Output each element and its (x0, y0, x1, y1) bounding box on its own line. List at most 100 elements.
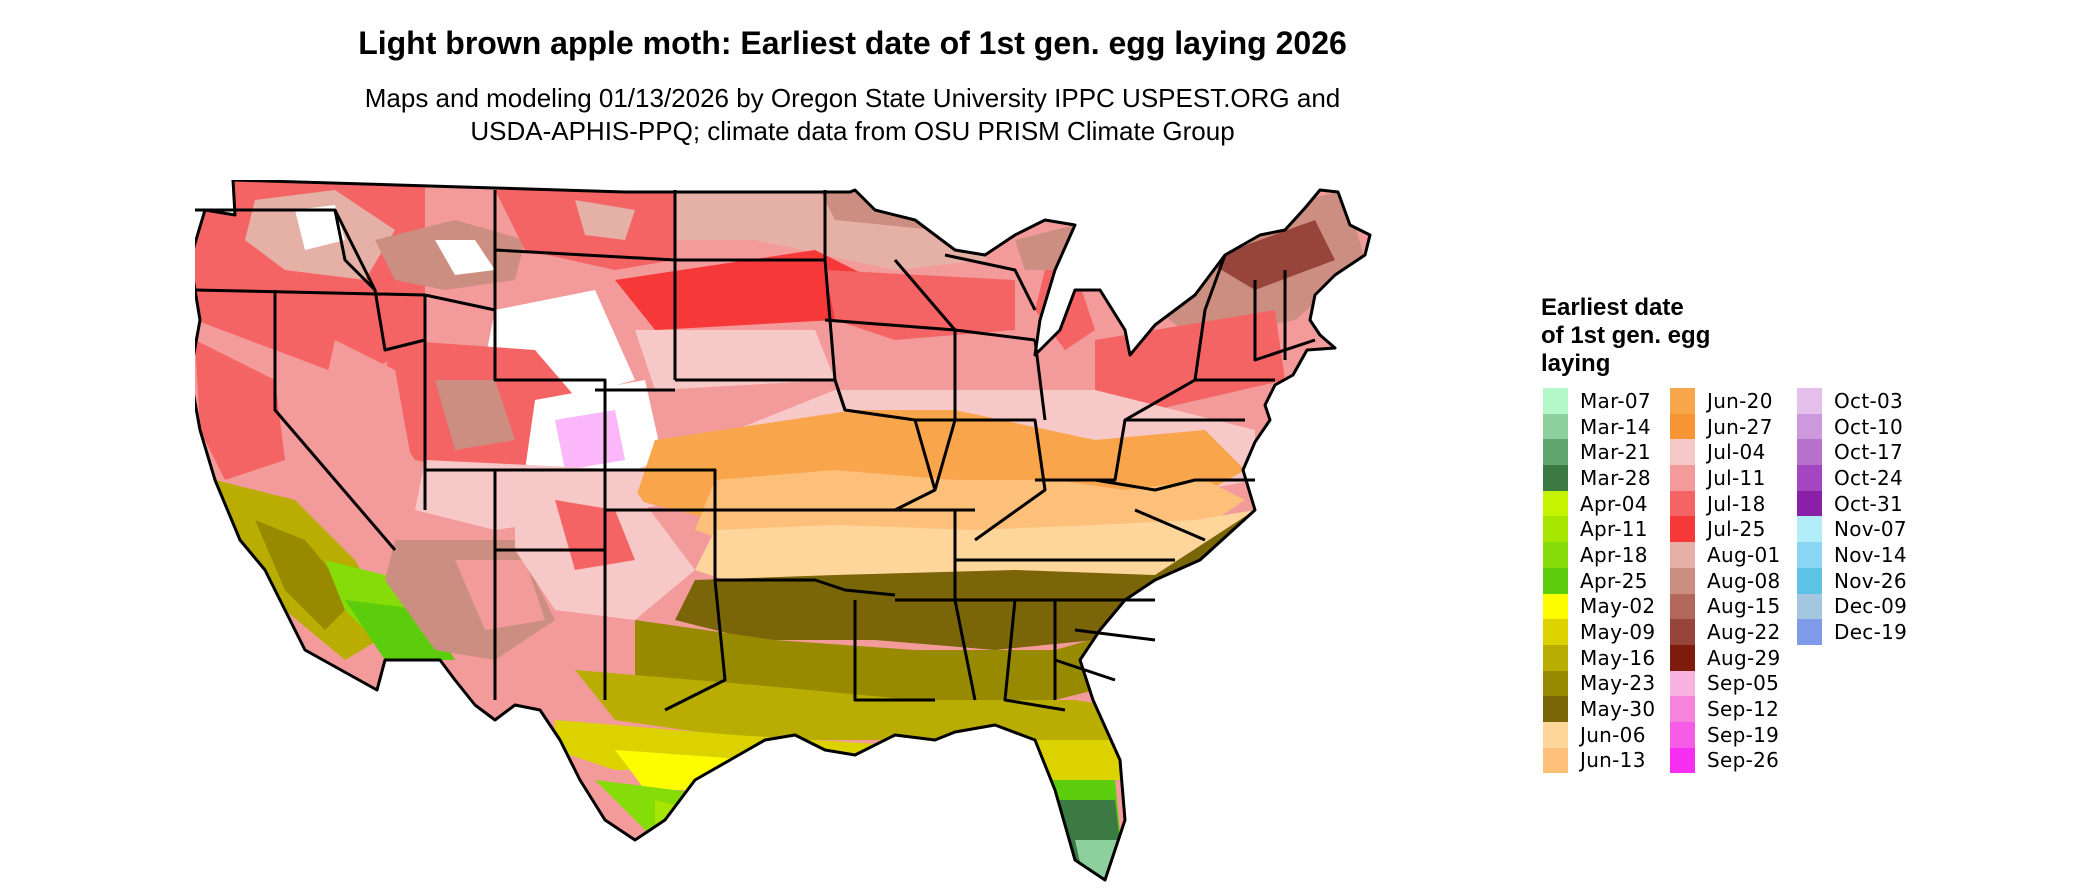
legend-item: Jun-27 (1670, 413, 1781, 440)
legend-item: May-02 (1543, 593, 1656, 620)
legend-swatch (1670, 747, 1695, 774)
legend-label: Apr-18 (1580, 542, 1648, 567)
legend-swatch (1670, 542, 1695, 568)
legend-label: Aug-08 (1707, 568, 1781, 593)
legend-column: Oct-03 Oct-10 Oct-17 Oct-24 Oct-31 Nov-07 Nov-… (1797, 388, 1907, 645)
legend-swatch (1543, 542, 1568, 568)
legend-item: Jul-18 (1670, 490, 1781, 517)
legend-swatch (1670, 593, 1695, 620)
legend-label: Mar-07 (1580, 388, 1651, 413)
subtitle-line-2: USDA-APHIS-PPQ; climate data from OSU PR… (470, 116, 1235, 146)
legend-swatch (1797, 439, 1822, 466)
legend-swatch (1670, 567, 1695, 594)
legend-item: Aug-08 (1670, 567, 1781, 594)
legend-label: Dec-19 (1834, 620, 1908, 645)
legend-label: Aug-22 (1707, 620, 1781, 645)
legend-swatch (1797, 465, 1822, 491)
legend-item: May-30 (1543, 696, 1655, 722)
legend-label: Apr-11 (1580, 517, 1648, 542)
legend-label: May-23 (1580, 671, 1656, 696)
legend-item: Jun-13 (1543, 747, 1655, 774)
legend-swatch (1543, 388, 1568, 414)
legend-item: Aug-15 (1670, 593, 1781, 620)
legend-swatch (1543, 567, 1568, 594)
legend-title-line-3: laying (1541, 350, 1611, 377)
legend-item: Aug-22 (1670, 619, 1781, 645)
legend-swatch (1543, 696, 1568, 722)
legend-label: Aug-15 (1707, 594, 1781, 619)
legend-item: Mar-14 (1543, 413, 1655, 440)
legend-label: Apr-25 (1580, 568, 1648, 593)
legend-swatch (1670, 439, 1695, 466)
legend-swatch (1543, 644, 1568, 671)
legend-label: Oct-17 (1834, 440, 1904, 465)
legend-item: Nov-14 (1797, 542, 1907, 568)
legend-swatch (1670, 388, 1695, 414)
legend-item: Oct-03 (1797, 388, 1907, 414)
legend-swatch (1670, 696, 1695, 722)
legend-item: Apr-04 (1543, 490, 1655, 517)
legend-item: Dec-09 (1797, 593, 1908, 620)
legend-label: Nov-07 (1834, 517, 1907, 542)
legend-swatch (1543, 490, 1568, 517)
legend-label: Jun-06 (1580, 722, 1646, 747)
legend-label: Sep-26 (1707, 748, 1780, 773)
legend-title-line-1: Earliest date (1541, 294, 1684, 321)
legend-item: Mar-21 (1543, 439, 1655, 466)
legend-label: Jun-20 (1707, 388, 1773, 413)
legend-swatch (1797, 542, 1822, 568)
legend-item: Dec-19 (1797, 619, 1907, 645)
legend-label: Jul-04 (1707, 440, 1766, 465)
subtitle-line-1: Maps and modeling 01/13/2026 by Oregon S… (364, 83, 1341, 113)
legend-label: Jul-18 (1707, 491, 1766, 516)
legend-swatch (1543, 670, 1568, 697)
legend-item: Aug-29 (1670, 644, 1781, 671)
legend-swatch (1670, 644, 1695, 671)
legend-item: Apr-25 (1543, 567, 1655, 594)
legend-item: May-09 (1543, 619, 1655, 645)
legend-label: Oct-03 (1834, 388, 1904, 413)
legend-label: Nov-26 (1834, 568, 1907, 593)
legend-swatch (1797, 490, 1822, 517)
legend-label: Jun-13 (1580, 748, 1646, 773)
legend-item: Oct-10 (1797, 413, 1907, 440)
legend-column: Jun-20 Jun-27 Jul-04 Jul-11 Jul-18 Jul-25 Aug-… (1670, 388, 1781, 774)
legend-item: Jul-04 (1670, 439, 1781, 466)
legend-label: Aug-29 (1707, 645, 1781, 670)
legend-label: Sep-12 (1707, 697, 1780, 722)
legend-swatch (1670, 413, 1695, 440)
legend-item: Apr-11 (1543, 516, 1655, 543)
us-phenology-map (195, 180, 1372, 882)
legend-item: Sep-26 (1670, 747, 1781, 774)
legend-swatch (1543, 747, 1568, 774)
legend-label: Mar-21 (1580, 440, 1651, 465)
legend-swatch (1543, 516, 1568, 543)
legend-swatch (1797, 619, 1822, 645)
legend-item: Sep-05 (1670, 670, 1781, 697)
legend-label: Aug-01 (1707, 542, 1781, 567)
legend-item: Sep-12 (1670, 696, 1781, 722)
legend-label: Jun-27 (1707, 414, 1773, 439)
legend-label: May-30 (1580, 697, 1656, 722)
legend-swatch (1670, 721, 1695, 748)
map-subtitle: Maps and modeling 01/13/2026 by Oregon S… (0, 82, 1705, 148)
legend-swatch (1543, 619, 1568, 645)
legend-label: Sep-05 (1707, 671, 1780, 696)
legend-item: Jul-25 (1670, 516, 1781, 543)
legend-swatch (1797, 567, 1822, 594)
legend-swatch (1797, 593, 1822, 620)
legend-swatch (1670, 670, 1695, 697)
legend-swatch (1543, 593, 1568, 620)
legend-label: Apr-04 (1580, 491, 1648, 516)
legend-label: May-16 (1580, 645, 1656, 670)
legend-column: Mar-07 Mar-14 Mar-21 Mar-28 Apr-04 Apr-11 Apr-… (1543, 388, 1656, 774)
legend-item: Jun-20 (1670, 388, 1781, 414)
legend-item: Apr-18 (1543, 542, 1655, 568)
legend-label: Dec-09 (1834, 594, 1908, 619)
legend-item: Mar-28 (1543, 465, 1655, 491)
legend-label: May-02 (1580, 594, 1656, 619)
legend-item: Oct-24 (1797, 465, 1907, 491)
legend-title: Earliest date of 1st gen. egg laying (1541, 294, 1761, 378)
legend-swatch (1670, 619, 1695, 645)
legend-label: Mar-14 (1580, 414, 1651, 439)
